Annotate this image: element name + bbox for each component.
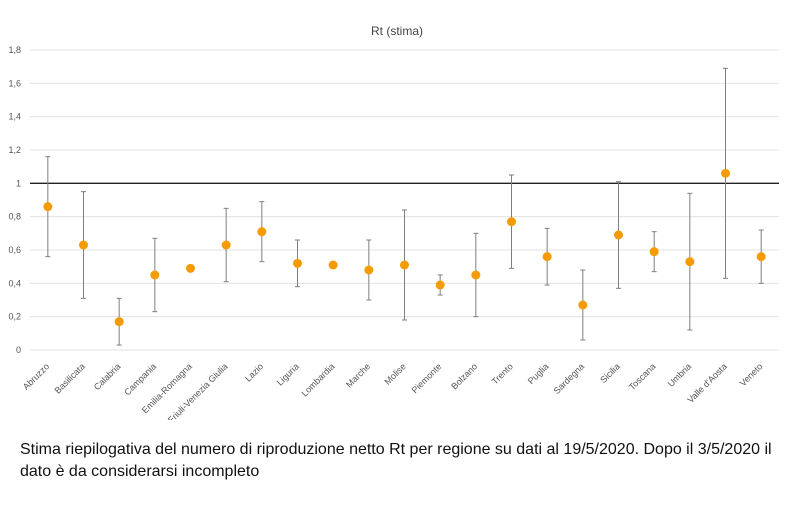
data-point — [364, 265, 374, 275]
x-tick-label: Molise — [382, 361, 407, 386]
y-tick-label: 1,6 — [8, 78, 21, 88]
y-tick-label: 1,8 — [8, 45, 21, 55]
y-tick-label: 0,8 — [8, 212, 21, 222]
x-tick-label: Calabria — [92, 361, 123, 392]
x-tick-label: Veneto — [738, 361, 765, 388]
data-point — [114, 317, 124, 327]
x-tick-label: Sardegna — [552, 361, 587, 396]
data-point — [79, 240, 88, 250]
y-tick-label: 0,2 — [8, 312, 21, 322]
data-point — [578, 300, 588, 310]
data-point — [293, 258, 302, 268]
y-tick-label: 1,4 — [8, 112, 21, 122]
y-tick-label: 1,2 — [8, 145, 21, 155]
x-tick-label: Lazio — [243, 361, 265, 383]
data-point — [150, 270, 160, 280]
x-tick-label: Trento — [490, 361, 515, 386]
chart-caption: Stima riepilogativa del numero di riprod… — [20, 441, 772, 480]
x-tick-label: Puglia — [526, 361, 551, 386]
data-point — [328, 260, 338, 270]
y-tick-label: 0,4 — [8, 278, 21, 288]
y-tick-label: 0 — [16, 345, 21, 355]
data-point — [471, 270, 481, 280]
x-tick-label: Toscana — [627, 361, 658, 392]
data-point — [542, 252, 552, 262]
data-point — [221, 240, 231, 250]
x-tick-label: Umbria — [666, 361, 694, 389]
x-tick-label: Sicilia — [598, 361, 622, 385]
rt-chart: Rt (stima) 0 0,2 0,4 0,6 0,8 1 1,2 1,4 1,6 1,8 Ab… — [8, 24, 779, 420]
data-point — [186, 263, 195, 273]
x-tick-label: Liguria — [275, 361, 301, 387]
x-tick-label: Marche — [344, 361, 372, 389]
data-point — [614, 230, 623, 240]
data-point — [257, 227, 267, 237]
chart-title: Rt (stima) — [371, 24, 423, 38]
x-tick-label: Campania — [122, 361, 158, 397]
x-tick-label: Basilicata — [53, 361, 87, 395]
x-tick-label: Bolzano — [449, 361, 479, 391]
data-point — [721, 168, 730, 178]
x-tick-label: Friuli-Venezia Giulia — [166, 361, 230, 420]
x-tick-label: Lombardia — [299, 361, 336, 398]
y-tick-label: 0,6 — [8, 245, 21, 255]
data-point — [507, 217, 516, 227]
data-point — [685, 257, 695, 267]
data-point — [400, 260, 409, 270]
data-point — [756, 252, 766, 262]
x-tick-label: Piemonte — [410, 361, 444, 395]
x-tick-label: Abruzzo — [21, 361, 51, 391]
y-tick-label: 1 — [16, 178, 21, 188]
data-point — [435, 280, 445, 290]
data-point — [43, 202, 53, 212]
data-point — [649, 247, 659, 257]
